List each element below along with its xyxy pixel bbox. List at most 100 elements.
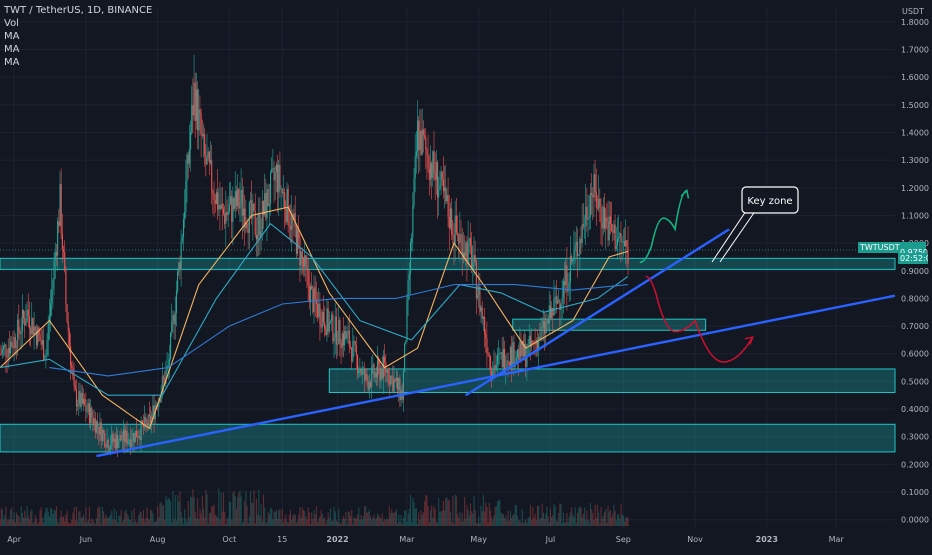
candle-body bbox=[325, 328, 327, 335]
moving-average-line bbox=[0, 206, 629, 429]
volume-bar bbox=[11, 507, 13, 526]
candle-body bbox=[162, 376, 165, 379]
candle-body bbox=[465, 242, 467, 257]
volume-bar bbox=[545, 513, 547, 526]
volume-bar bbox=[595, 517, 597, 526]
candle-body bbox=[502, 349, 504, 368]
candle-body bbox=[429, 163, 432, 180]
volume-bar bbox=[348, 511, 350, 526]
volume-bar bbox=[122, 519, 125, 526]
volume-bar bbox=[106, 517, 108, 526]
volume-bar bbox=[269, 507, 272, 526]
candle-body bbox=[217, 192, 219, 210]
candle-body bbox=[190, 132, 192, 150]
candle-body bbox=[365, 373, 367, 380]
candle-body bbox=[319, 303, 321, 325]
candle-body bbox=[54, 252, 56, 260]
candle-body bbox=[90, 407, 92, 423]
candle-body bbox=[235, 190, 237, 206]
candle-body bbox=[152, 405, 154, 415]
volume-bar bbox=[17, 515, 19, 526]
volume-bar bbox=[322, 518, 325, 526]
volume-bar bbox=[372, 517, 374, 526]
volume-bar bbox=[38, 522, 40, 526]
volume-bar bbox=[572, 514, 574, 526]
candle-body bbox=[197, 89, 199, 131]
candle-body bbox=[13, 337, 15, 349]
candle-body bbox=[412, 205, 414, 238]
candle-body bbox=[464, 252, 466, 257]
volume-bar bbox=[373, 514, 375, 526]
volume-bar bbox=[121, 522, 123, 526]
candle-body bbox=[598, 198, 600, 209]
volume-bar bbox=[362, 516, 365, 526]
volume-bar bbox=[78, 511, 80, 526]
candle-body bbox=[142, 424, 145, 428]
volume-bar bbox=[386, 517, 388, 526]
candle-body bbox=[446, 194, 448, 202]
candle-body bbox=[51, 288, 53, 304]
volume-bar bbox=[52, 514, 54, 526]
candle-body bbox=[84, 399, 86, 406]
candle-body bbox=[26, 309, 28, 322]
candle-body bbox=[513, 341, 515, 367]
volume-bar bbox=[434, 509, 436, 526]
volume-bar bbox=[193, 496, 195, 526]
volume-bar bbox=[548, 522, 550, 526]
volume-bar bbox=[333, 506, 335, 526]
volume-bar bbox=[469, 503, 472, 526]
candle-body bbox=[375, 372, 377, 378]
volume-bar bbox=[529, 504, 532, 526]
candle-body bbox=[273, 167, 275, 181]
volume-bar bbox=[234, 495, 236, 526]
candle-body bbox=[593, 174, 595, 198]
projection-arrows bbox=[639, 188, 754, 363]
volume-bar bbox=[415, 508, 417, 526]
candle-body bbox=[195, 89, 198, 121]
candle-body bbox=[68, 331, 70, 346]
indicator-ma-2[interactable]: MA bbox=[4, 44, 20, 55]
candle-body bbox=[612, 230, 614, 233]
volume-bar bbox=[432, 517, 434, 526]
candle-body bbox=[159, 398, 161, 402]
volume-bar bbox=[580, 507, 582, 526]
candle-body bbox=[574, 245, 576, 252]
volume-bar bbox=[579, 506, 581, 526]
candle-body bbox=[441, 171, 443, 180]
volume-bar bbox=[419, 519, 421, 526]
volume-bar bbox=[304, 511, 306, 526]
candle-body bbox=[280, 188, 282, 190]
volume-bar bbox=[237, 496, 239, 526]
volume-bar bbox=[98, 506, 100, 526]
volume-bar bbox=[453, 523, 455, 526]
candle-body bbox=[119, 435, 121, 442]
candle-body bbox=[246, 222, 248, 229]
volume-bar bbox=[147, 518, 149, 526]
time-tick: Aug bbox=[150, 535, 166, 544]
indicator-ma-3[interactable]: MA bbox=[4, 57, 20, 68]
candle-body bbox=[35, 330, 38, 346]
volume-bar bbox=[544, 519, 546, 526]
symbol-title[interactable]: TWT / TetherUS, 1D, BINANCE bbox=[4, 5, 153, 16]
candle-body bbox=[17, 319, 19, 348]
indicator-vol[interactable]: Vol bbox=[4, 18, 19, 29]
volume-bar bbox=[493, 515, 495, 526]
candle-body bbox=[260, 232, 262, 238]
axis-unit: USDT bbox=[902, 7, 924, 16]
volume-bar bbox=[495, 506, 497, 526]
candle-body bbox=[298, 229, 300, 239]
candle-body bbox=[556, 300, 559, 304]
candle-body bbox=[559, 299, 561, 310]
volume-bar bbox=[573, 516, 575, 526]
candle-body bbox=[210, 160, 212, 163]
volume-bar bbox=[584, 507, 586, 526]
candle-body bbox=[580, 238, 582, 243]
volume-bar bbox=[505, 515, 507, 526]
volume-bar bbox=[526, 523, 528, 526]
indicator-ma-1[interactable]: MA bbox=[4, 31, 20, 42]
candle-body bbox=[34, 326, 36, 331]
volume-bar bbox=[155, 521, 158, 526]
volume-bar bbox=[259, 516, 261, 526]
